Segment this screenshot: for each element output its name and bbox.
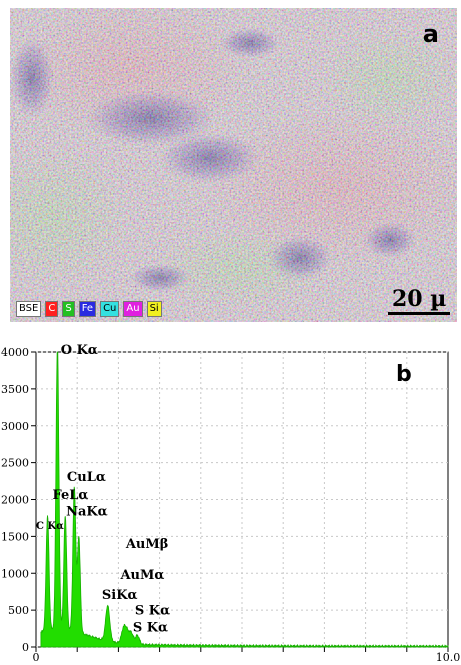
element-legend: BSE C S Fe Cu Au Si (16, 301, 166, 317)
legend-chip-si: Si (146, 301, 162, 317)
eds-spectrum-chart: 0 500 1000 1500 2000 2500 3000 3500 4000 0 10.0 O K… (1, 343, 461, 664)
legend-chip-bse: BSE (16, 301, 42, 317)
x-tick-label: 10.0 (436, 651, 461, 661)
elemental-map-image (10, 8, 457, 322)
legend-chip-s: S (62, 301, 75, 317)
y-tick-label: 2500 (1, 457, 29, 470)
peak-label: AuMα (119, 568, 164, 583)
y-tick-label: 3500 (1, 383, 29, 396)
y-tick-label: 1500 (1, 530, 29, 543)
legend-chip-au: Au (123, 301, 143, 317)
peak-label: SiKα (102, 588, 138, 603)
peak-label: CuLα (67, 470, 106, 485)
spectrum-area (40, 351, 449, 649)
legend-chip-c: C (45, 301, 59, 317)
peak-label: FeLα (52, 488, 88, 503)
y-tick-label: 2000 (1, 494, 29, 507)
peak-label: NaKα (66, 505, 108, 520)
eds-spectrum-panel: 0 500 1000 1500 2000 2500 3000 3500 4000 0 10.0 O K… (0, 343, 461, 664)
y-tick-label: 500 (8, 604, 29, 617)
y-tick-label: 4000 (1, 346, 29, 359)
scale-bar-label: 20 µ (392, 286, 447, 312)
peak-label: C Kα (36, 521, 64, 532)
x-tick-label: 0 (33, 651, 40, 661)
y-tick-label: 0 (22, 641, 29, 654)
panel-label-a: a (422, 20, 439, 48)
peak-label: AuMβ (125, 537, 169, 552)
elemental-map-panel: a 20 µ BSE C S Fe Cu Au Si (10, 8, 457, 322)
legend-chip-fe: Fe (78, 301, 97, 317)
peak-label: S Kα (135, 604, 170, 619)
legend-chip-cu: Cu (100, 301, 120, 317)
y-tick-label: 1000 (1, 567, 29, 580)
peak-label: S Kα (133, 621, 168, 636)
peak-label: O Kα (61, 344, 98, 358)
scale-bar (388, 312, 450, 315)
panel-label-b: b (396, 362, 412, 387)
y-tick-label: 3000 (1, 420, 29, 433)
